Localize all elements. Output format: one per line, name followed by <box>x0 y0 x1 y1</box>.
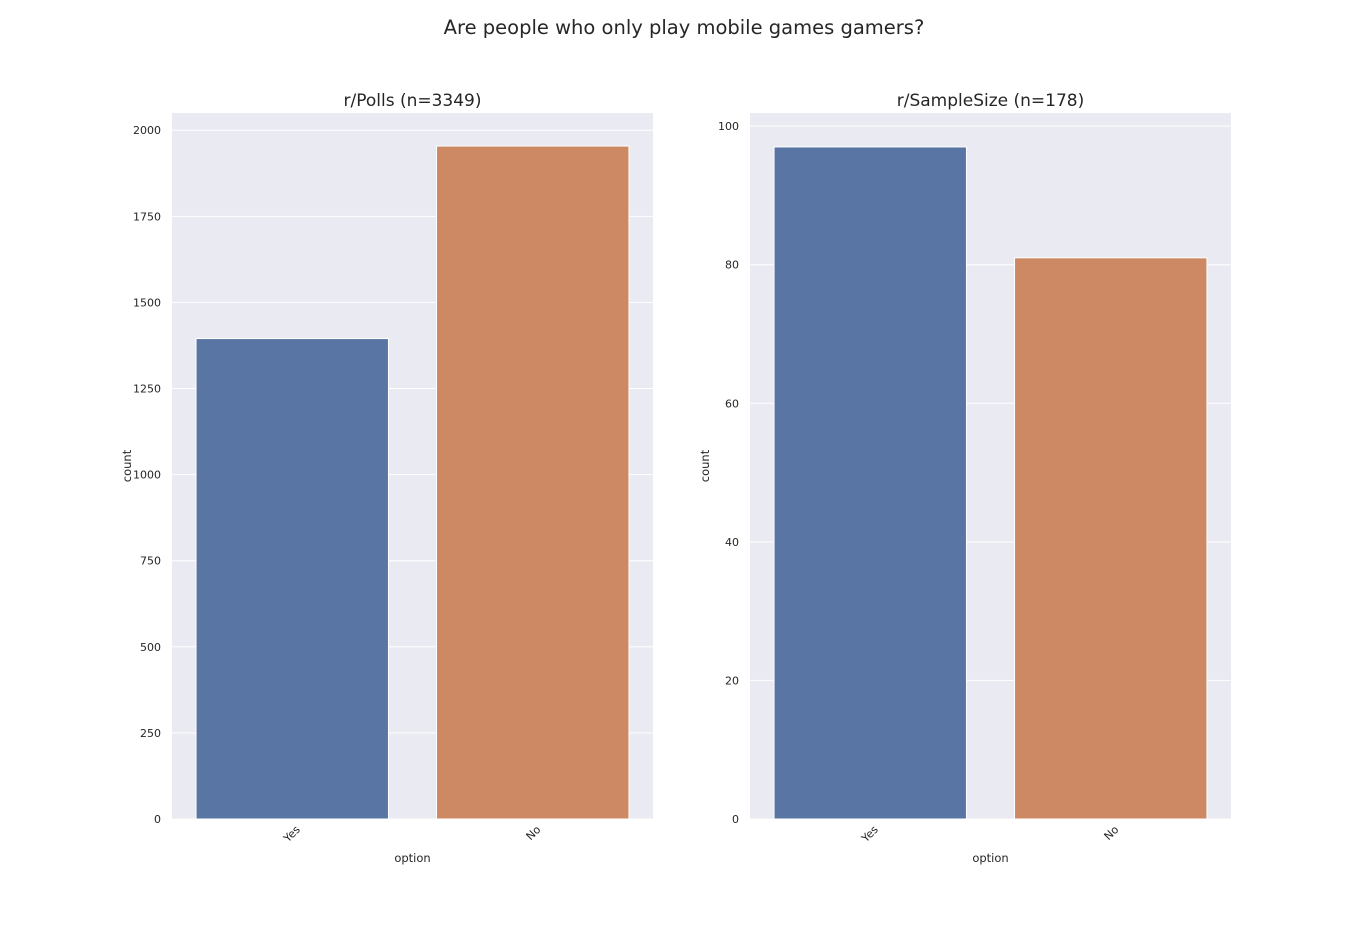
figure-suptitle: Are people who only play mobile games ga… <box>444 16 925 39</box>
subplot-title: r/Polls (n=3349) <box>343 91 481 111</box>
y-tick-label: 750 <box>140 555 161 568</box>
x-axis-label: option <box>394 851 430 865</box>
y-tick-label: 20 <box>725 674 739 687</box>
bar-yes <box>773 146 967 820</box>
y-tick-label: 2000 <box>133 124 161 137</box>
y-tick-label: 0 <box>732 813 739 826</box>
y-tick-label: 40 <box>725 536 739 549</box>
y-tick-label: 1750 <box>133 210 161 223</box>
bar-yes <box>195 338 389 820</box>
y-tick-label: 1000 <box>133 469 161 482</box>
y-tick-label: 250 <box>140 727 161 740</box>
subplot-title: r/SampleSize (n=178) <box>897 91 1085 111</box>
y-tick-label: 1250 <box>133 383 161 396</box>
y-tick-label: 1500 <box>133 296 161 309</box>
y-axis-label: count <box>120 449 134 482</box>
bar-no <box>1014 257 1208 820</box>
bar-no <box>436 145 630 820</box>
x-axis-label: option <box>972 851 1008 865</box>
y-tick-label: 60 <box>725 397 739 410</box>
y-tick-label: 0 <box>154 813 161 826</box>
y-axis-label: count <box>698 449 712 482</box>
y-tick-label: 500 <box>140 641 161 654</box>
y-tick-label: 80 <box>725 259 739 272</box>
y-tick-label: 100 <box>718 120 739 133</box>
